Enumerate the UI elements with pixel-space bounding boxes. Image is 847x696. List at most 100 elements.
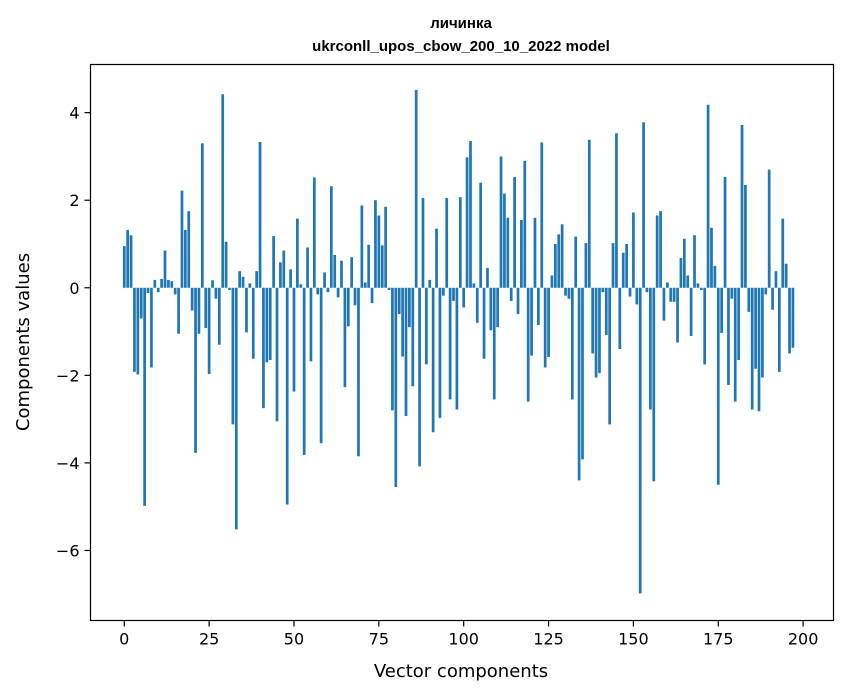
bar bbox=[506, 217, 510, 288]
bar bbox=[577, 287, 581, 481]
bar bbox=[564, 287, 567, 296]
bar bbox=[353, 287, 357, 306]
bar bbox=[482, 287, 486, 359]
bar bbox=[167, 279, 170, 288]
bar bbox=[363, 282, 367, 288]
y-tick-label: 0 bbox=[69, 279, 79, 298]
bar bbox=[404, 287, 408, 417]
bar bbox=[333, 254, 337, 288]
y-axis-ticks: −6 −4 −2 0 2 4 bbox=[56, 104, 91, 560]
bar bbox=[384, 206, 387, 288]
bar bbox=[458, 197, 462, 288]
bar bbox=[374, 200, 377, 288]
bar bbox=[262, 287, 265, 409]
bar bbox=[133, 287, 136, 372]
bar bbox=[387, 287, 391, 290]
bar bbox=[638, 287, 642, 594]
bar bbox=[472, 283, 476, 288]
bar bbox=[340, 260, 343, 288]
bar bbox=[649, 287, 652, 410]
bar bbox=[418, 287, 421, 467]
bar bbox=[696, 283, 700, 288]
bar bbox=[126, 229, 130, 288]
bar bbox=[693, 235, 696, 288]
bar bbox=[258, 141, 262, 288]
bar bbox=[139, 287, 143, 319]
bar bbox=[350, 257, 354, 288]
bar bbox=[496, 287, 499, 328]
bar bbox=[570, 287, 574, 400]
bar bbox=[509, 287, 513, 301]
bar bbox=[625, 244, 628, 288]
bar bbox=[750, 287, 754, 410]
bar bbox=[326, 287, 330, 293]
bar bbox=[425, 287, 428, 365]
bar bbox=[557, 234, 561, 288]
bar bbox=[279, 262, 282, 288]
bar bbox=[357, 287, 360, 457]
x-axis-label: Vector components bbox=[374, 661, 548, 682]
bar bbox=[414, 89, 418, 288]
bar bbox=[543, 287, 547, 368]
bar bbox=[533, 217, 537, 288]
bar bbox=[441, 287, 445, 296]
bar bbox=[282, 250, 286, 288]
bar bbox=[778, 287, 781, 372]
bar bbox=[682, 238, 686, 288]
bar bbox=[197, 287, 201, 334]
bar bbox=[302, 287, 306, 456]
x-tick-label: 175 bbox=[703, 630, 734, 649]
bar bbox=[255, 271, 259, 288]
bar bbox=[594, 287, 598, 378]
bar bbox=[520, 219, 523, 288]
bar bbox=[296, 218, 299, 288]
bar bbox=[289, 269, 292, 288]
bar bbox=[659, 211, 662, 288]
bar bbox=[655, 215, 659, 288]
bar bbox=[761, 287, 764, 378]
bar bbox=[285, 287, 289, 505]
bar bbox=[228, 287, 231, 290]
bar bbox=[421, 198, 425, 288]
bar bbox=[486, 268, 489, 288]
x-tick-label: 200 bbox=[788, 630, 819, 649]
bar bbox=[316, 287, 320, 295]
bar bbox=[716, 287, 720, 485]
bar bbox=[540, 142, 544, 288]
bar bbox=[153, 279, 157, 288]
bar bbox=[720, 287, 724, 333]
bar bbox=[309, 287, 313, 362]
bar bbox=[689, 287, 693, 336]
x-tick-label: 0 bbox=[119, 630, 129, 649]
bar bbox=[445, 198, 449, 288]
bar bbox=[676, 287, 679, 343]
bar bbox=[248, 283, 252, 288]
bar bbox=[499, 156, 503, 288]
y-tick-label: −4 bbox=[56, 454, 80, 473]
bar bbox=[706, 104, 710, 288]
bar bbox=[391, 287, 394, 411]
bar bbox=[764, 287, 768, 295]
bar bbox=[234, 287, 238, 530]
bar bbox=[489, 287, 493, 331]
bar bbox=[194, 287, 197, 453]
bar bbox=[537, 287, 540, 325]
bar bbox=[170, 281, 174, 288]
bar bbox=[567, 287, 571, 299]
bar bbox=[560, 224, 564, 288]
bar bbox=[367, 244, 371, 288]
bar bbox=[217, 287, 221, 345]
bar bbox=[221, 94, 225, 288]
bar bbox=[312, 177, 316, 288]
bar bbox=[129, 235, 133, 288]
bar bbox=[523, 160, 527, 288]
bar bbox=[411, 287, 415, 387]
bar bbox=[319, 287, 323, 444]
bar bbox=[275, 287, 279, 422]
bar bbox=[645, 287, 649, 293]
bar bbox=[251, 287, 255, 359]
x-tick-label: 25 bbox=[199, 630, 219, 649]
x-tick-label: 75 bbox=[369, 630, 389, 649]
bar bbox=[774, 271, 778, 288]
bar bbox=[329, 186, 333, 288]
